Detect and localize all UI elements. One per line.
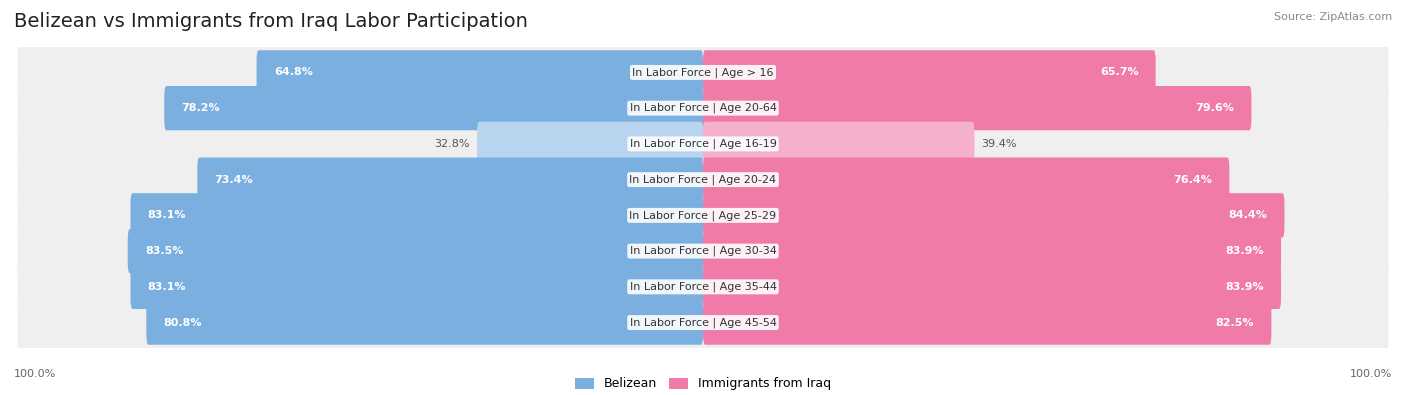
Text: 32.8%: 32.8% (434, 139, 470, 149)
Legend: Belizean, Immigrants from Iraq: Belizean, Immigrants from Iraq (569, 372, 837, 395)
FancyBboxPatch shape (17, 148, 1389, 211)
FancyBboxPatch shape (17, 41, 1389, 104)
FancyBboxPatch shape (703, 193, 1285, 237)
FancyBboxPatch shape (703, 229, 1281, 273)
Text: 83.1%: 83.1% (148, 211, 186, 220)
Text: 39.4%: 39.4% (981, 139, 1017, 149)
Text: In Labor Force | Age 25-29: In Labor Force | Age 25-29 (630, 210, 776, 221)
Text: 100.0%: 100.0% (14, 369, 56, 379)
FancyBboxPatch shape (477, 122, 703, 166)
Text: In Labor Force | Age 45-54: In Labor Force | Age 45-54 (630, 317, 776, 328)
Text: In Labor Force | Age 16-19: In Labor Force | Age 16-19 (630, 139, 776, 149)
Text: 73.4%: 73.4% (215, 175, 253, 184)
Text: 83.9%: 83.9% (1225, 282, 1264, 292)
FancyBboxPatch shape (17, 113, 1389, 175)
Text: 65.7%: 65.7% (1099, 68, 1139, 77)
Text: Belizean vs Immigrants from Iraq Labor Participation: Belizean vs Immigrants from Iraq Labor P… (14, 12, 527, 31)
Text: In Labor Force | Age 35-44: In Labor Force | Age 35-44 (630, 282, 776, 292)
FancyBboxPatch shape (165, 86, 703, 130)
FancyBboxPatch shape (703, 301, 1271, 345)
Text: 80.8%: 80.8% (163, 318, 202, 327)
FancyBboxPatch shape (17, 256, 1389, 318)
Text: In Labor Force | Age > 16: In Labor Force | Age > 16 (633, 67, 773, 78)
Text: 100.0%: 100.0% (1350, 369, 1392, 379)
FancyBboxPatch shape (131, 265, 703, 309)
FancyBboxPatch shape (703, 158, 1229, 202)
Text: 82.5%: 82.5% (1216, 318, 1254, 327)
FancyBboxPatch shape (128, 229, 703, 273)
FancyBboxPatch shape (703, 50, 1156, 94)
Text: In Labor Force | Age 20-64: In Labor Force | Age 20-64 (630, 103, 776, 113)
FancyBboxPatch shape (256, 50, 703, 94)
FancyBboxPatch shape (703, 265, 1281, 309)
Text: 83.5%: 83.5% (145, 246, 183, 256)
FancyBboxPatch shape (703, 122, 974, 166)
Text: In Labor Force | Age 30-34: In Labor Force | Age 30-34 (630, 246, 776, 256)
FancyBboxPatch shape (17, 77, 1389, 139)
FancyBboxPatch shape (17, 184, 1389, 247)
FancyBboxPatch shape (17, 220, 1389, 282)
FancyBboxPatch shape (17, 291, 1389, 354)
FancyBboxPatch shape (703, 86, 1251, 130)
Text: In Labor Force | Age 20-24: In Labor Force | Age 20-24 (630, 174, 776, 185)
Text: 78.2%: 78.2% (181, 103, 221, 113)
Text: 64.8%: 64.8% (274, 68, 312, 77)
FancyBboxPatch shape (131, 193, 703, 237)
Text: 83.1%: 83.1% (148, 282, 186, 292)
Text: 79.6%: 79.6% (1195, 103, 1234, 113)
Text: 84.4%: 84.4% (1229, 211, 1267, 220)
FancyBboxPatch shape (197, 158, 703, 202)
Text: 76.4%: 76.4% (1173, 175, 1212, 184)
Text: Source: ZipAtlas.com: Source: ZipAtlas.com (1274, 12, 1392, 22)
Text: 83.9%: 83.9% (1225, 246, 1264, 256)
FancyBboxPatch shape (146, 301, 703, 345)
